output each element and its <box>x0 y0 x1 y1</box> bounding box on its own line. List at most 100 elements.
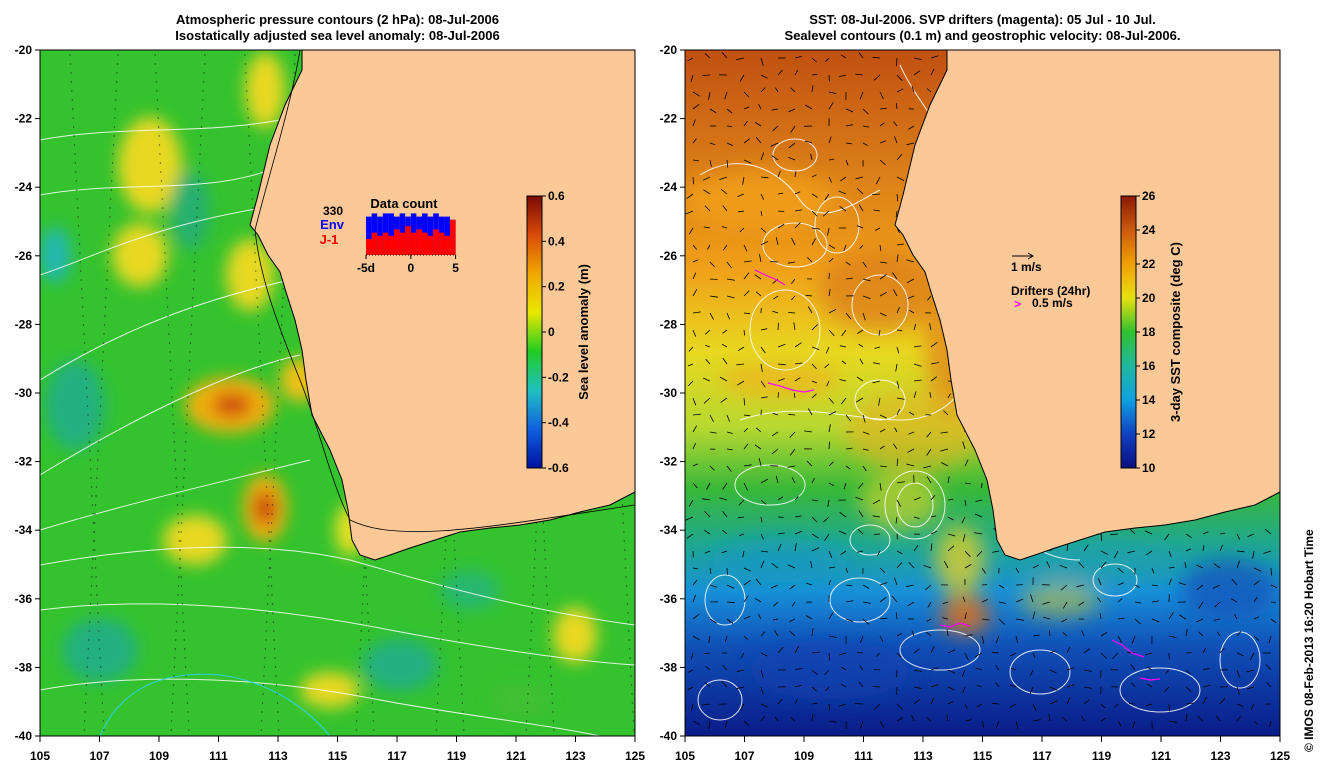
colorbar-tick-label: 26 <box>1142 189 1156 203</box>
latitude-tick-label: -20 <box>660 43 678 57</box>
colorbar-tick-label: 14 <box>1142 393 1156 407</box>
latitude-tick-label: -40 <box>15 729 33 743</box>
colorbar-tick-label: 0.6 <box>548 189 565 203</box>
drifter-legend: Drifters (24hr) > 0.5 m/s <box>1011 284 1090 311</box>
right-map-area <box>685 50 1280 736</box>
latitude-tick-label: -38 <box>15 660 33 674</box>
latitude-tick-label: -38 <box>660 660 678 674</box>
left-title-line1: Atmospheric pressure contours (2 hPa): 0… <box>176 12 499 27</box>
latitude-tick-label: -30 <box>660 386 678 400</box>
longitude-tick-label: 111 <box>209 749 228 763</box>
j1-count-bar <box>410 232 417 255</box>
sea-level-colorbar-label: Sea level anomaly (m) <box>576 264 591 400</box>
longitude-tick-label: 105 <box>30 749 50 763</box>
j1-count-bar <box>450 219 456 255</box>
latitude-tick-label: -36 <box>15 592 33 606</box>
latitude-tick-label: -28 <box>15 317 33 331</box>
longitude-tick-label: 113 <box>913 749 933 763</box>
colorbar-tick-label: 18 <box>1142 325 1156 339</box>
colorbar-tick-label: 24 <box>1142 223 1156 237</box>
longitude-tick-label: 123 <box>565 749 585 763</box>
j1-count-bar <box>433 229 439 255</box>
latitude-tick-label: -34 <box>15 523 33 537</box>
latitude-tick-label: -22 <box>15 112 33 126</box>
j1-count-bar <box>377 235 383 255</box>
latitude-tick-label: -32 <box>660 455 678 469</box>
data-count-total: 330 <box>323 204 343 218</box>
geostrophic-velocity-vectors <box>685 52 1278 729</box>
longitude-tick-label: 107 <box>734 749 754 763</box>
sea-level-anomaly-field <box>40 52 597 720</box>
j1-count-bar <box>444 235 450 255</box>
longitude-tick-label: 125 <box>1270 749 1290 763</box>
latitude-tick-label: -36 <box>660 592 678 606</box>
velocity-legend: 1 m/s <box>1011 252 1042 274</box>
longitude-tick-label: 119 <box>447 749 467 763</box>
australia-land <box>894 50 1280 561</box>
left-map-title: Atmospheric pressure contours (2 hPa): 0… <box>40 12 635 44</box>
j1-count-bar <box>371 232 378 255</box>
sst-colorbar-label: 3-day SST composite (deg C) <box>1168 242 1183 422</box>
drifter-legend-title: Drifters (24hr) <box>1011 284 1090 298</box>
longitude-tick-label: 117 <box>387 749 407 763</box>
j1-count-bar <box>416 229 422 255</box>
colorbar-tick-label: 0.2 <box>548 280 565 294</box>
sst-structures <box>685 170 1280 700</box>
j1-count-bar <box>422 232 428 255</box>
velocity-scale-label: 1 m/s <box>1011 260 1042 274</box>
left-title-line2: Isostatically adjusted sea level anomaly… <box>175 28 500 43</box>
latitude-tick-label: -34 <box>660 523 678 537</box>
drifter-speed-label: 0.5 m/s <box>1032 296 1073 310</box>
longitude-tick-label: 109 <box>794 749 814 763</box>
env-satellite-label: Env <box>320 217 345 232</box>
colorbar-tick-label: -0.2 <box>548 370 569 384</box>
cyan-contour <box>99 673 331 736</box>
jason1-satellite-label: J-1 <box>320 232 339 247</box>
credit-text: © IMOS 08-Feb-2013 16:20 Hobart Time <box>1302 529 1316 752</box>
drifter-legend-symbol: > <box>1014 297 1021 311</box>
j1-count-bar <box>438 232 445 255</box>
longitude-tick-label: 125 <box>625 749 645 763</box>
latitude-tick-label: -26 <box>660 249 678 263</box>
sst-colorbar: 26 24 22 20 18 16 14 12 10 3-day SST composite (… <box>1120 189 1183 475</box>
j1-count-bar <box>388 235 394 255</box>
j1-count-bar <box>427 235 434 255</box>
env-count-bar <box>388 213 394 255</box>
left-map-area <box>40 50 635 736</box>
data-count-axis-tick: 0 <box>407 261 414 275</box>
svp-drifter-tracks <box>754 269 1161 681</box>
colorbar-tick-label: 12 <box>1142 427 1156 441</box>
longitude-tick-label: 123 <box>1210 749 1230 763</box>
colorbar-tick-label: 20 <box>1142 291 1156 305</box>
colorbar-tick-label: 16 <box>1142 359 1156 373</box>
longitude-tick-label: 117 <box>1032 749 1052 763</box>
longitude-tick-label: 107 <box>89 749 109 763</box>
latitude-tick-label: -24 <box>15 180 33 194</box>
sst-colorbar-gradient <box>1120 195 1137 469</box>
colorbar-tick-label: 22 <box>1142 257 1156 271</box>
j1-count-bar <box>366 239 372 255</box>
latitude-tick-label: -26 <box>15 249 33 263</box>
latitude-tick-label: -32 <box>15 455 33 469</box>
colorbar-tick-label: -0.6 <box>548 461 569 475</box>
right-title-line2: Sealevel contours (0.1 m) and geostrophi… <box>784 28 1181 43</box>
longitude-tick-label: 105 <box>675 749 695 763</box>
colorbar-tick-label: 0 <box>548 325 555 339</box>
colorbar-tick-label: 0.4 <box>548 234 565 248</box>
right-map-title: SST: 08-Jul-2006. SVP drifters (magenta)… <box>685 12 1280 44</box>
latitude-tick-label: -40 <box>660 729 678 743</box>
latitude-tick-label: -30 <box>15 386 33 400</box>
longitude-tick-label: 109 <box>149 749 169 763</box>
data-count-axis-tick: 5 <box>452 261 459 275</box>
latitude-tick-label: -28 <box>660 317 678 331</box>
longitude-tick-label: 121 <box>1151 749 1171 763</box>
data-count-title: Data count <box>370 196 438 211</box>
data-count-inset: Data count 330 Env J-1 -5d 0 5 <box>320 196 460 275</box>
j1-count-bar <box>382 232 389 255</box>
map-axes: 105 107 109 111 113 115 117 119 121 123 125-20-22-… <box>15 43 1291 763</box>
longitude-tick-label: 115 <box>328 749 348 763</box>
longitude-tick-label: 121 <box>506 749 526 763</box>
colorbar-tick-label: 10 <box>1142 461 1156 475</box>
